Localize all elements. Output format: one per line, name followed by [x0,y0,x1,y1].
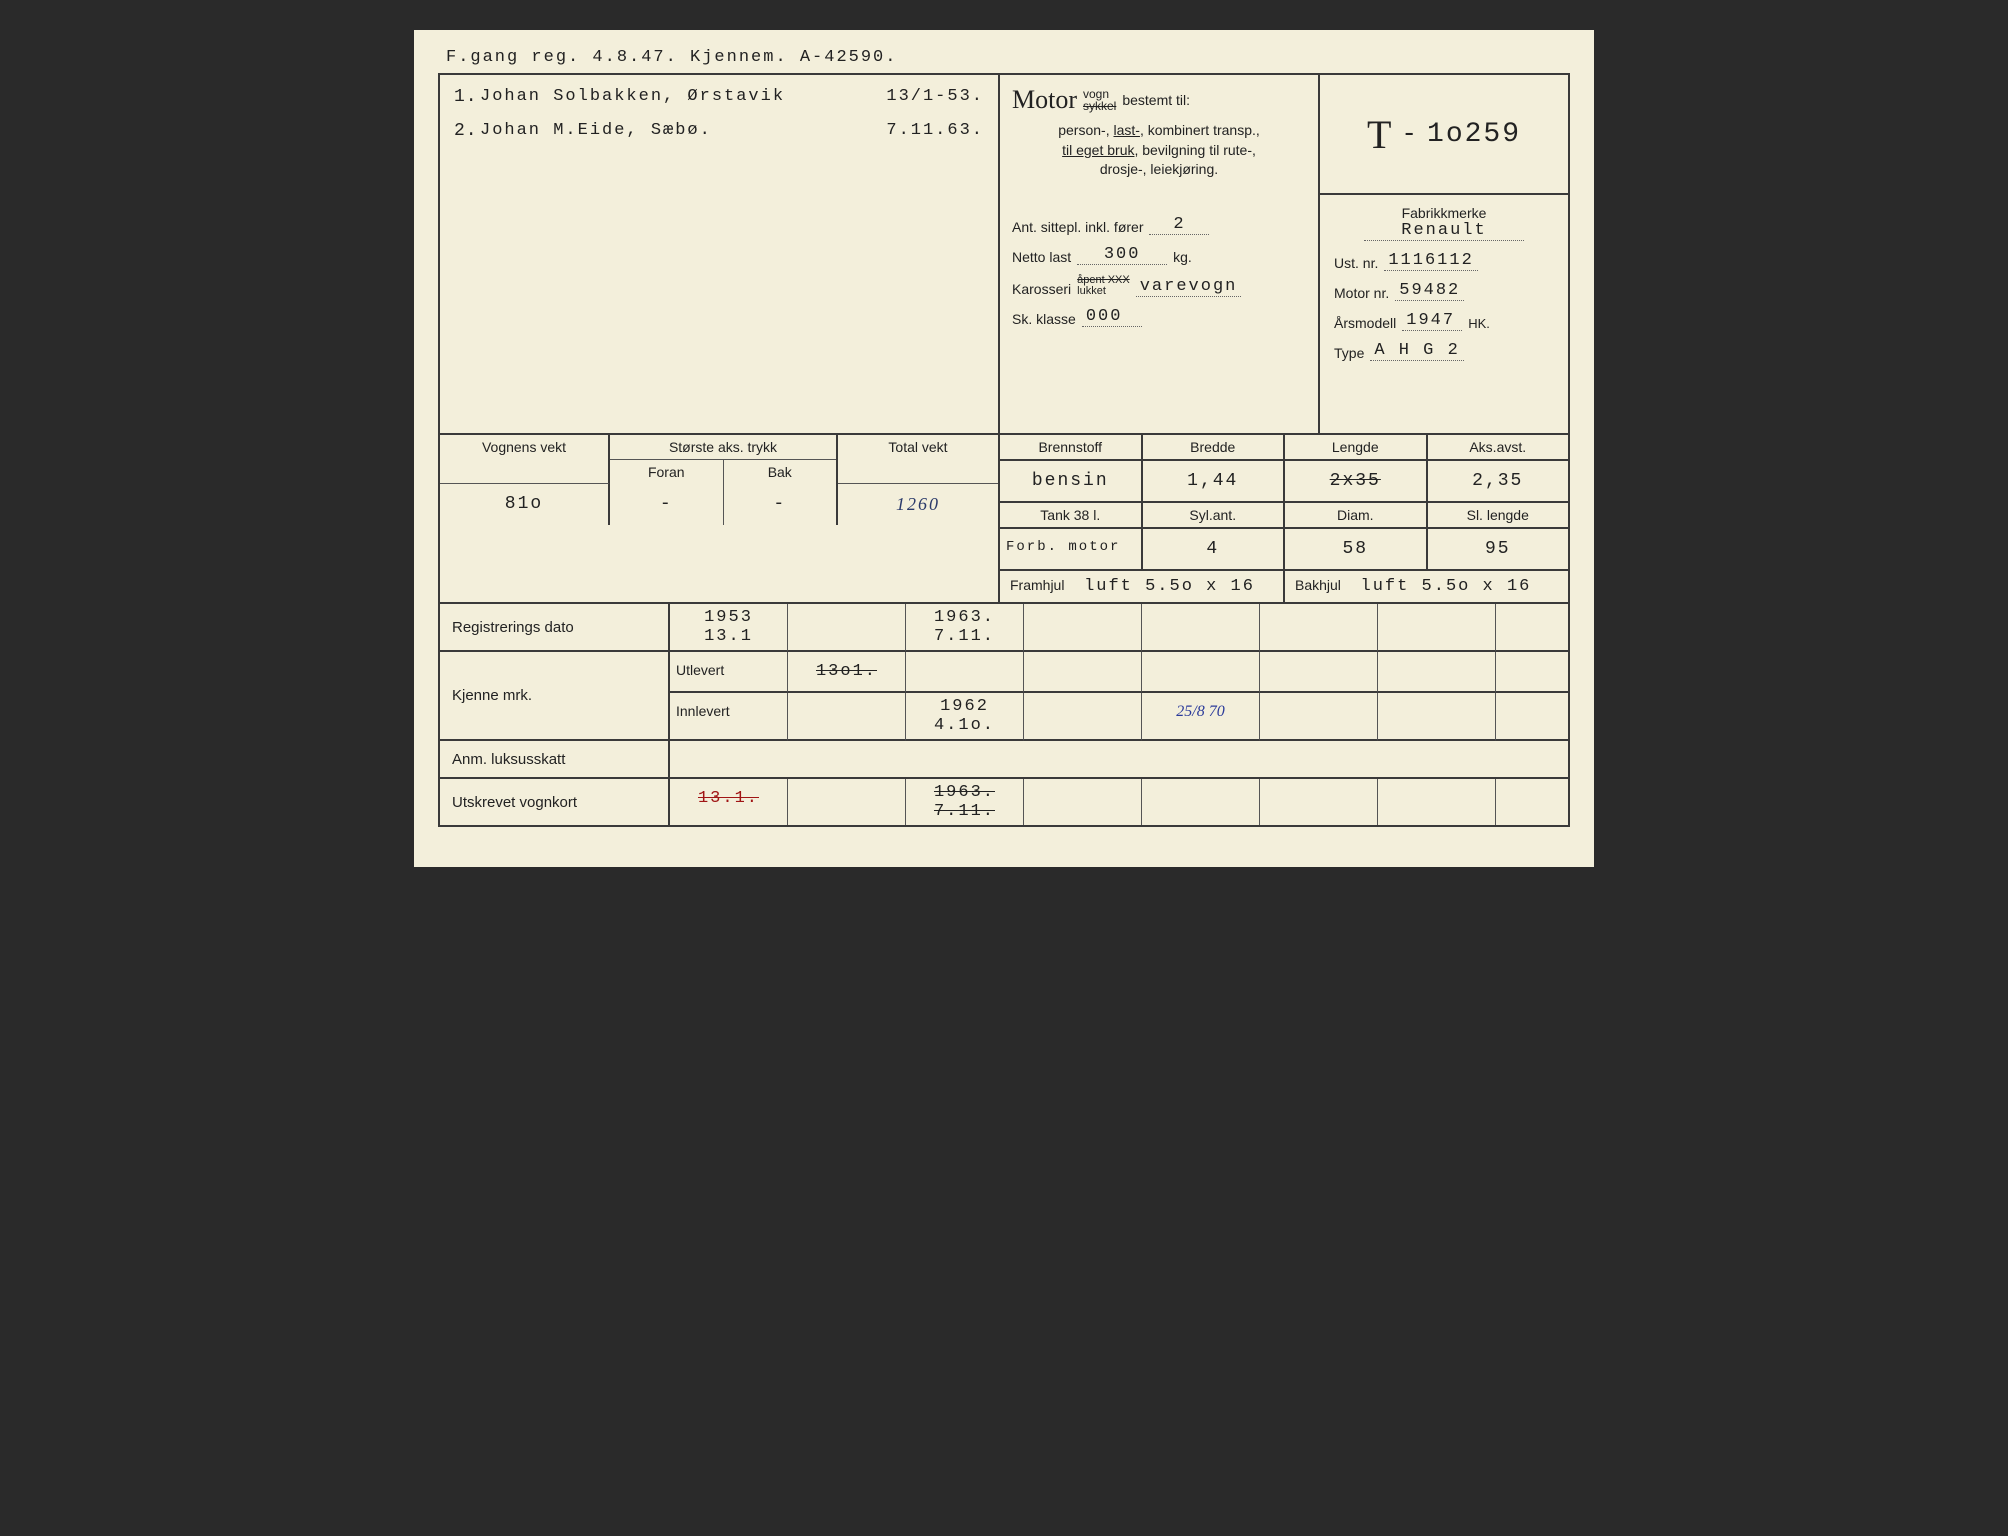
motor-box: Motor vogn sykkel bestemt til: person-, … [1000,75,1320,195]
card-frame: 1. Johan Solbakken, Ørstavik 13/1-53. 2.… [438,73,1570,827]
vognvekt-value: 81o [440,484,610,525]
innlevert-label: Innlevert [670,693,788,741]
seats-label: Ant. sittepl. inkl. fører [1012,219,1143,235]
spec-h: Brennstoff [1000,435,1143,461]
specs-block: Brennstoff Bredde Lengde Aks.avst. bensi… [1000,435,1568,604]
inn-c3: 25/8 70 [1142,693,1260,741]
motor-sykkel: sykkel [1083,100,1116,112]
motor-usage: person-, last-, kombinert transp., til e… [1012,121,1306,180]
seats-value: 2 [1149,215,1209,235]
sk-value: 000 [1082,307,1142,327]
bottom-block: Registrerings dato 195313.1 1963.7.11. K… [440,604,1568,825]
header-note: F.gang reg. 4.8.47. Kjennem. A-42590. [438,48,1570,67]
hk-label: HK. [1468,316,1490,331]
utl-c1: 13o1. [788,652,906,693]
spec-v: bensin [1000,461,1143,503]
ust-label: Ust. nr. [1334,255,1378,271]
bak-label: Bak [724,460,837,484]
plate-number: 1o259 [1427,119,1521,150]
owner-date: 7.11.63. [864,121,984,141]
uts-c2: 1963.7.11. [906,779,1024,825]
spec-v: 2x35 [1285,461,1428,503]
mid-row: Vognens vekt Største aks. trykk Foran Ba… [440,435,1568,604]
reg-c2: 1963.7.11. [906,604,1024,652]
owner-num: 2. [454,121,480,141]
owners-box: 1. Johan Solbakken, Ørstavik 13/1-53. 2.… [440,75,1000,435]
anm-label: Anm. luksusskatt [440,741,670,779]
owner-name: Johan M.Eide, Sæbø. [480,121,864,141]
spec-v: 1,44 [1143,461,1286,503]
bakhjul-label: Bakhjul [1295,577,1341,593]
motor-bestemt: bestemt til: [1122,92,1190,108]
weight-block: Vognens vekt Største aks. trykk Foran Ba… [440,435,1000,604]
bakhjul-value: luft 5.5o x 16 [1361,577,1532,596]
kaross-value: varevogn [1136,277,1242,297]
total-label: Total vekt [838,435,998,484]
spec-v: 4 [1143,529,1286,571]
netto-unit: kg. [1173,249,1192,265]
motornr-value: 59482 [1395,281,1464,301]
spec-v: 58 [1285,529,1428,571]
vognvekt-label: Vognens vekt [440,435,610,484]
upper-row: 1. Johan Solbakken, Ørstavik 13/1-53. 2.… [440,75,1568,435]
sk-label: Sk. klasse [1012,311,1076,327]
motor-fields: Ant. sittepl. inkl. fører 2 Netto last 300… [1000,195,1320,435]
spec-h: Bredde [1143,435,1286,461]
owner-name: Johan Solbakken, Ørstavik [480,87,864,107]
license-plate: T - 1o259 [1320,75,1568,195]
plate-prefix: T [1367,111,1395,158]
kaross-bot: lukket [1077,286,1130,297]
spec-h: Tank 38 l. [1000,503,1143,529]
fram-value: luft 5.5o x 16 [1084,577,1255,596]
bak-value: - [724,484,839,525]
owner-row: 2. Johan M.Eide, Sæbø. 7.11.63. [454,121,984,141]
kjenne-label: Kjenne mrk. [440,652,670,741]
spec-h: Diam. [1285,503,1428,529]
fabrikk-box: Fabrikkmerke Renault Ust. nr. 1116112 Mot… [1320,195,1568,435]
plate-dash: - [1401,119,1421,149]
foran-label: Foran [610,460,724,484]
utlevert-label: Utlevert [670,652,788,693]
aar-label: Årsmodell [1334,315,1396,331]
spec-v: 2,35 [1428,461,1569,503]
type-value: A H G 2 [1370,341,1463,361]
netto-value: 300 [1077,245,1167,265]
ust-value: 1116112 [1384,251,1477,271]
reg-c-empty [788,604,906,652]
fram-label: Framhjul [1010,577,1064,593]
uts-c1: 13.1. [670,779,788,825]
fab-title: Fabrikkmerke [1334,205,1554,221]
netto-label: Netto last [1012,249,1071,265]
owner-num: 1. [454,87,480,107]
spec-v: Forb. motor [1000,529,1143,571]
owner-row: 1. Johan Solbakken, Ørstavik 13/1-53. [454,87,984,107]
motornr-label: Motor nr. [1334,285,1389,301]
spec-h: Lengde [1285,435,1428,461]
reg-c1: 195313.1 [670,604,788,652]
utskrevet-label: Utskrevet vognkort [440,779,670,825]
spec-h: Syl.ant. [1143,503,1286,529]
spec-h: Sl. lengde [1428,503,1569,529]
spec-h: Aks.avst. [1428,435,1569,461]
total-value: 1260 [838,484,998,525]
inn-c2: 19624.1o. [906,693,1024,741]
fab-merke: Renault [1364,221,1524,241]
spec-v: 95 [1428,529,1569,571]
aks-label: Største aks. trykk [610,435,836,460]
foran-value: - [610,484,724,525]
motor-title: Motor [1012,85,1077,115]
reg-label: Registrerings dato [440,604,670,652]
kaross-label: Karosseri [1012,281,1071,297]
registration-card: F.gang reg. 4.8.47. Kjennem. A-42590. 1.… [414,30,1594,867]
owner-date: 13/1-53. [864,87,984,107]
aar-value: 1947 [1402,311,1462,331]
type-label: Type [1334,345,1364,361]
